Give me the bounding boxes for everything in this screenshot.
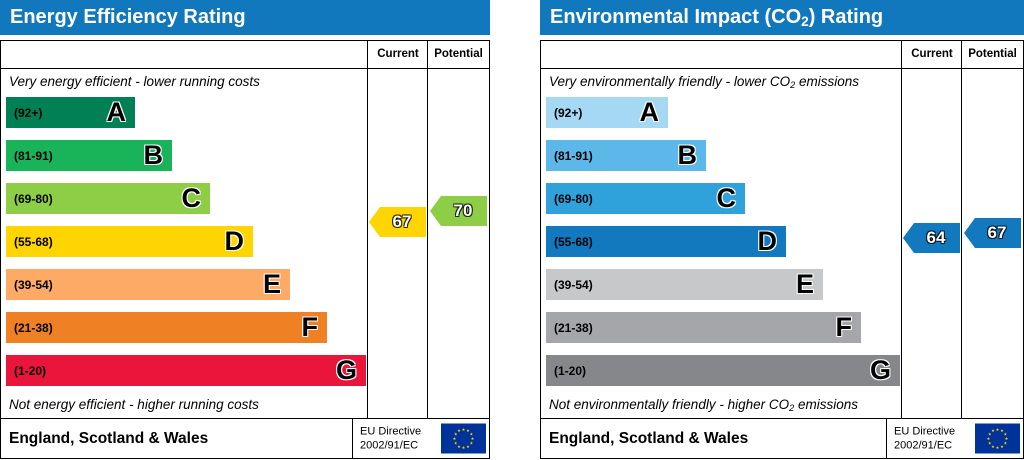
band-range-label: (92+) [14, 105, 43, 120]
band-letter: A [639, 97, 660, 127]
band-row-e: (39-54) E [6, 269, 366, 300]
potential-column-header: Potential [968, 48, 1017, 60]
band-letter: C [716, 183, 737, 213]
band-range-label: (69-80) [14, 191, 53, 206]
region-label: England, Scotland & Wales [9, 429, 209, 447]
band-range-label: (69-80) [554, 191, 593, 206]
top-note: Very environmentally friendly - lower CO… [549, 74, 859, 91]
chart-title: Energy Efficiency Rating [10, 6, 246, 28]
band-row-a: (92+) A [6, 97, 366, 128]
column-divider [367, 41, 368, 418]
band-bar-e: (39-54) E [6, 269, 290, 300]
band-row-a: (92+) A [546, 97, 900, 128]
band-letter: D [757, 226, 778, 256]
environmental-impact-chart: Environmental Impact (CO2) Rating Curren… [540, 0, 1024, 460]
current-rating-value: 64 [926, 228, 946, 247]
band-bar-d: (55-68) D [546, 226, 786, 257]
band-bar-g: (1-20) G [546, 355, 900, 386]
band-range-label: (81-91) [14, 148, 53, 163]
footer-divider [352, 419, 353, 458]
band-row-c: (69-80) C [6, 183, 366, 214]
band-letter: B [677, 140, 698, 170]
band-list: (92+) A (81-91) B (69-80) C [6, 97, 366, 398]
band-letter: F [835, 312, 853, 342]
chart-table: Current Potential Very energy efficient … [0, 40, 490, 459]
band-bar-d: (55-68) D [6, 226, 253, 257]
band-bar-f: (21-38) F [6, 312, 327, 343]
band-bar-a: (92+) A [546, 97, 668, 128]
band-bar-f: (21-38) F [546, 312, 861, 343]
band-row-b: (81-91) B [546, 140, 900, 171]
band-letter: C [181, 183, 202, 213]
band-letter: E [262, 269, 281, 299]
band-row-f: (21-38) F [546, 312, 900, 343]
energy-efficiency-chart: Energy Efficiency Rating Current Potenti… [0, 0, 490, 460]
column-divider [901, 41, 902, 418]
band-bar-g: (1-20) G [6, 355, 366, 386]
current-rating-arrow: 67 [369, 207, 426, 237]
region-label: England, Scotland & Wales [549, 429, 749, 447]
band-row-g: (1-20) G [6, 355, 366, 386]
footer-divider [886, 419, 887, 458]
column-divider [427, 41, 428, 418]
band-range-label: (55-68) [14, 234, 53, 249]
band-range-label: (55-68) [554, 234, 593, 249]
chart-table: Current Potential Very environmentally f… [540, 40, 1024, 459]
bottom-note: Not energy efficient - higher running co… [9, 397, 259, 412]
band-range-label: (39-54) [554, 277, 593, 292]
potential-rating-value: 70 [453, 201, 473, 220]
band-range-label: (39-54) [14, 277, 53, 292]
eu-flag-icon [441, 423, 486, 454]
band-bar-e: (39-54) E [546, 269, 823, 300]
potential-rating-arrow: 70 [430, 196, 487, 226]
potential-rating-value: 67 [987, 223, 1007, 242]
band-range-label: (1-20) [14, 363, 47, 378]
band-row-c: (69-80) C [546, 183, 900, 214]
band-range-label: (81-91) [554, 148, 593, 163]
current-column-header: Current [911, 48, 953, 60]
band-list: (92+) A (81-91) B (69-80) C [546, 97, 900, 398]
eu-directive-label: EU Directive 2002/91/EC [894, 425, 956, 452]
band-letter: F [301, 312, 319, 342]
band-row-b: (81-91) B [6, 140, 366, 171]
current-column-header: Current [377, 48, 419, 60]
band-bar-c: (69-80) C [546, 183, 745, 214]
band-row-d: (55-68) D [6, 226, 366, 257]
current-rating-value: 67 [392, 212, 412, 231]
band-range-label: (92+) [554, 105, 583, 120]
current-rating-arrow: 64 [903, 223, 960, 253]
band-range-label: (21-38) [554, 320, 593, 335]
eu-directive-label: EU Directive 2002/91/EC [360, 425, 422, 452]
band-range-label: (21-38) [14, 320, 53, 335]
top-note: Very energy efficient - lower running co… [9, 74, 260, 89]
band-bar-c: (69-80) C [6, 183, 210, 214]
eu-flag-icon [975, 423, 1020, 454]
header-rule [541, 68, 1023, 69]
band-letter: E [795, 269, 814, 299]
band-row-e: (39-54) E [546, 269, 900, 300]
band-letter: G [335, 355, 357, 385]
band-bar-b: (81-91) B [546, 140, 706, 171]
potential-rating-arrow: 67 [964, 218, 1021, 248]
chart-footer: England, Scotland & Wales EU Directive 2… [541, 418, 1023, 458]
band-letter: A [106, 97, 127, 127]
band-letter: B [143, 140, 164, 170]
column-divider [961, 41, 962, 418]
band-letter: G [869, 355, 891, 385]
chart-title-bar: Energy Efficiency Rating [0, 0, 490, 35]
chart-title: Environmental Impact (CO2) Rating [550, 6, 884, 29]
band-letter: D [224, 226, 245, 256]
band-row-d: (55-68) D [546, 226, 900, 257]
chart-title-bar: Environmental Impact (CO2) Rating [540, 0, 1024, 35]
potential-column-header: Potential [434, 48, 483, 60]
band-row-f: (21-38) F [6, 312, 366, 343]
band-bar-b: (81-91) B [6, 140, 172, 171]
band-row-g: (1-20) G [546, 355, 900, 386]
header-rule [1, 68, 489, 69]
bottom-note: Not environmentally friendly - higher CO… [549, 397, 858, 414]
chart-footer: England, Scotland & Wales EU Directive 2… [1, 418, 489, 458]
band-bar-a: (92+) A [6, 97, 135, 128]
band-range-label: (1-20) [554, 363, 587, 378]
